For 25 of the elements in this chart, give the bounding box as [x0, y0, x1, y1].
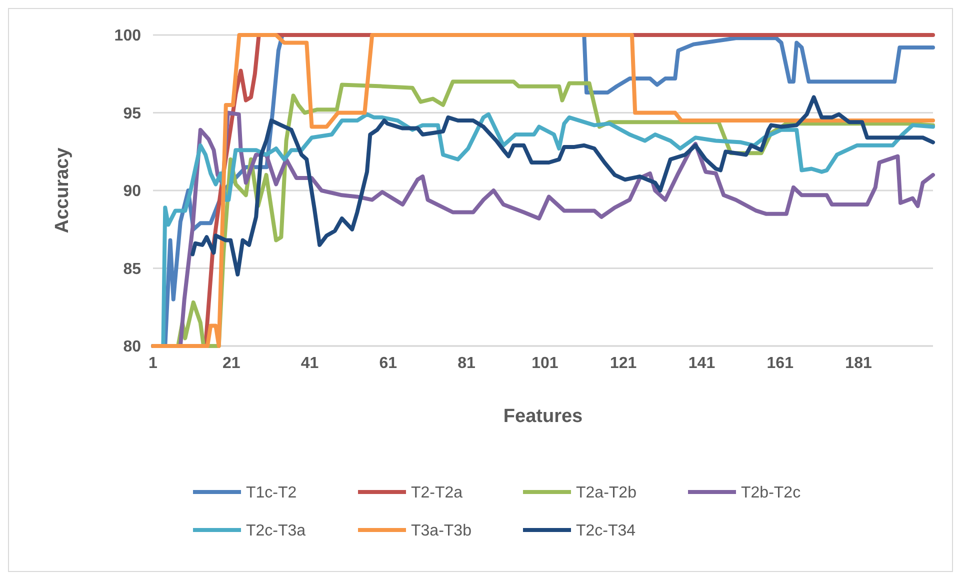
- x-axis-title: Features: [503, 406, 583, 427]
- x-tick-label: 1: [148, 355, 158, 372]
- x-tick-label: 121: [610, 355, 637, 372]
- y-tick-label: 80: [123, 338, 142, 356]
- x-tick-label: 41: [300, 355, 319, 372]
- x-tick-label: 181: [845, 355, 872, 372]
- legend-label: T2a-T2b: [576, 484, 637, 502]
- legend-label: T2b-T2c: [741, 484, 801, 502]
- legend-label: T2c-T3a: [246, 522, 306, 540]
- legend-label: T2c-T34: [576, 522, 636, 540]
- legend-label: T2-T2a: [411, 484, 463, 502]
- legend-label: T1c-T2: [246, 484, 297, 502]
- legend-label: T3a-T3b: [411, 522, 472, 540]
- x-tick-label: 61: [379, 355, 398, 372]
- x-tick-label: 81: [458, 355, 476, 372]
- x-tick-label: 161: [766, 355, 794, 372]
- y-tick-label: 100: [114, 28, 142, 45]
- y-tick-label: 95: [123, 105, 142, 122]
- x-tick-label: 141: [688, 355, 716, 372]
- y-axis-title: Accuracy: [52, 147, 73, 234]
- x-tick-label: 101: [532, 355, 558, 372]
- y-tick-label: 90: [123, 183, 142, 200]
- x-tick-label: 21: [222, 355, 240, 372]
- y-tick-label: 85: [123, 260, 142, 278]
- line-series: [190, 95, 935, 276]
